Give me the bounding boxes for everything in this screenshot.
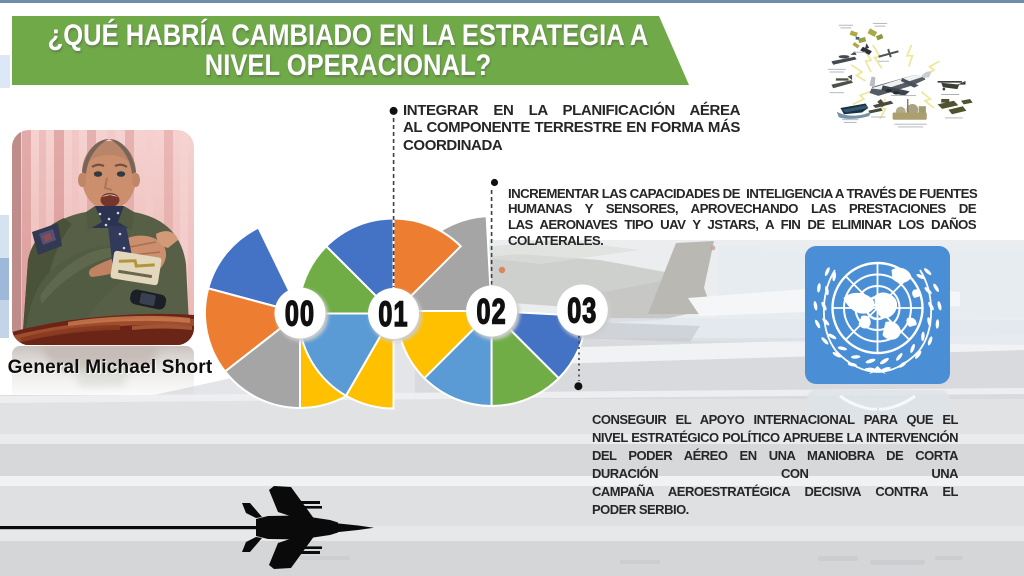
svg-text:01: 01 (378, 295, 408, 334)
svg-text:00: 00 (285, 295, 315, 334)
svg-text:02: 02 (477, 293, 507, 332)
svg-text:03: 03 (567, 292, 597, 331)
